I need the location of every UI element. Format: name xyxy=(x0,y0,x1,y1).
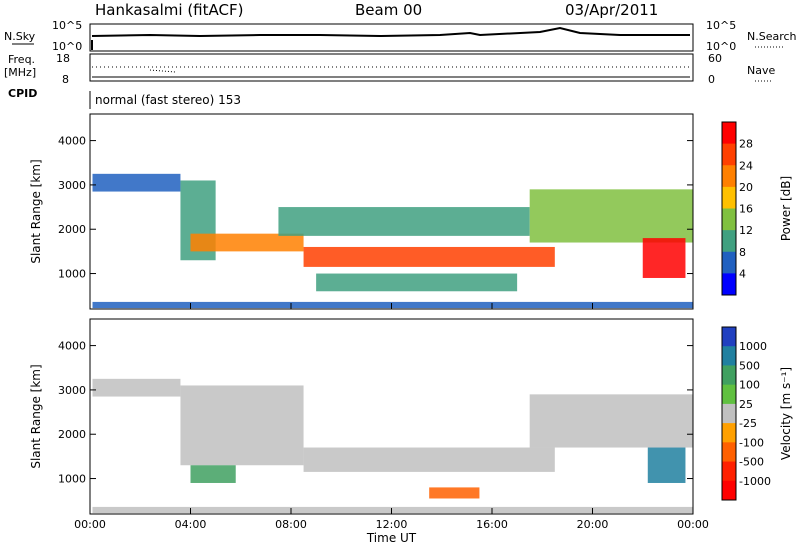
data-band-0 xyxy=(92,173,181,192)
data-band-2 xyxy=(190,465,236,483)
data-band-7 xyxy=(92,506,693,514)
y-tick-label-3: 4000 xyxy=(58,340,86,353)
data-band-3 xyxy=(303,246,555,267)
y-axis-label: Slant Range [km] xyxy=(29,159,43,263)
nsky-frame xyxy=(89,23,694,52)
colorbar-swatch-0 xyxy=(722,327,736,347)
colorbar-tick-0: 28 xyxy=(739,138,753,151)
colorbar-frame xyxy=(721,326,737,501)
colorbar-tick-5: 8 xyxy=(739,246,746,259)
colorbar-tick-2: 20 xyxy=(739,181,753,194)
colorbar-label: Velocity [m s⁻¹] xyxy=(779,367,793,460)
nave-tick-bottom: 0 xyxy=(708,73,715,86)
y-tick-label-3: 4000 xyxy=(58,135,86,148)
nave-label: Nave xyxy=(747,64,775,77)
nsky-trace xyxy=(91,26,690,38)
colorbar-swatch-6 xyxy=(722,442,736,463)
x-tick-label-4: 16:00 xyxy=(476,518,508,531)
colorbar-tick-7: -1000 xyxy=(739,475,771,488)
data-band-1 xyxy=(180,385,304,466)
data-band-6 xyxy=(642,238,686,278)
freq-tick-bottom: 8 xyxy=(62,73,69,86)
colorbar-swatch-4 xyxy=(722,208,736,231)
data-band-0 xyxy=(92,378,181,397)
colorbar-tick-4: 12 xyxy=(739,224,753,237)
colorbar-swatch-2 xyxy=(722,165,736,188)
colorbar-tick-6: 4 xyxy=(739,267,746,280)
x-tick-label-0: 00:00 xyxy=(74,518,106,531)
data-band-8 xyxy=(92,301,693,309)
nsearch-tick-top: 10^5 xyxy=(706,19,736,32)
data-band-4 xyxy=(278,207,530,236)
cpid-value: normal (fast stereo) 153 xyxy=(95,93,241,107)
colorbar-swatch-7 xyxy=(722,273,736,296)
nsearch-label: N.Search xyxy=(747,30,797,43)
colorbar-tick-0: 1000 xyxy=(739,340,767,353)
nsky-tick-top: 10^5 xyxy=(52,19,82,32)
colorbar-tick-3: 25 xyxy=(739,398,753,411)
nave-tick-top: 60 xyxy=(708,52,722,65)
colorbar-tick-4: -25 xyxy=(739,417,757,430)
y-tick-label-1: 2000 xyxy=(58,223,86,236)
colorbar-swatch-2 xyxy=(722,365,736,386)
y-tick-label-0: 1000 xyxy=(58,473,86,486)
colorbar-tick-1: 500 xyxy=(739,359,760,372)
data-band-4 xyxy=(429,487,480,499)
x-tick-label-1: 04:00 xyxy=(175,518,207,531)
colorbar-swatch-4 xyxy=(722,403,736,424)
colorbar-frame xyxy=(721,121,737,296)
colorbar-swatch-3 xyxy=(722,384,736,405)
x-tick-label-3: 12:00 xyxy=(376,518,408,531)
y-axis-label: Slant Range [km] xyxy=(29,364,43,468)
freq-tick-top: 18 xyxy=(56,52,70,65)
y-tick-label-1: 2000 xyxy=(58,428,86,441)
x-tick-label-2: 08:00 xyxy=(275,518,307,531)
data-band-6 xyxy=(647,447,686,483)
freq-unit: [MHz] xyxy=(4,66,36,79)
colorbar-swatch-1 xyxy=(722,143,736,166)
colorbar-swatch-5 xyxy=(722,230,736,253)
y-tick-label-2: 3000 xyxy=(58,384,86,397)
date-title: 03/Apr/2011 xyxy=(565,1,658,19)
data-panels: 1000 2000 3000 4000 Slant Range [km] 28 24 20 16… xyxy=(29,113,793,545)
data-band-5 xyxy=(529,189,693,243)
colorbar-tick-5: -100 xyxy=(739,436,764,449)
nsearch-tick-bottom: 10^0 xyxy=(706,40,736,53)
x-tick-label-5: 20:00 xyxy=(577,518,609,531)
nsky-label: N.Sky xyxy=(4,30,36,43)
freq-label: Freq. xyxy=(8,53,35,66)
colorbar-label: Power [dB] xyxy=(779,176,793,241)
x-tick-label-6: 00:00 xyxy=(677,518,709,531)
y-tick-label-2: 3000 xyxy=(58,179,86,192)
colorbar-tick-3: 16 xyxy=(739,203,753,216)
data-band-7 xyxy=(316,273,518,292)
nsky-tick-bottom: 10^0 xyxy=(52,40,82,53)
colorbar-swatch-0 xyxy=(722,122,736,145)
x-axis-label: Time UT xyxy=(366,531,417,545)
freq-dip xyxy=(149,69,176,73)
colorbar-tick-2: 100 xyxy=(739,379,760,392)
freq-frame xyxy=(89,53,694,82)
y-tick-label-0: 1000 xyxy=(58,268,86,281)
cpid-label: CPID xyxy=(8,87,37,100)
colorbar-swatch-7 xyxy=(722,461,736,482)
colorbar-swatch-8 xyxy=(722,480,736,501)
data-band-2 xyxy=(190,233,304,252)
colorbar-tick-6: -500 xyxy=(739,456,764,469)
station-title: Hankasalmi (fitACF) xyxy=(95,1,243,19)
colorbar-swatch-5 xyxy=(722,423,736,443)
colorbar-swatch-1 xyxy=(722,346,736,366)
data-band-5 xyxy=(529,394,693,448)
colorbar-swatch-3 xyxy=(722,186,736,209)
beam-title: Beam 00 xyxy=(355,1,422,19)
data-band-3 xyxy=(303,447,555,472)
colorbar-tick-1: 24 xyxy=(739,159,753,172)
colorbar-swatch-6 xyxy=(722,251,736,274)
